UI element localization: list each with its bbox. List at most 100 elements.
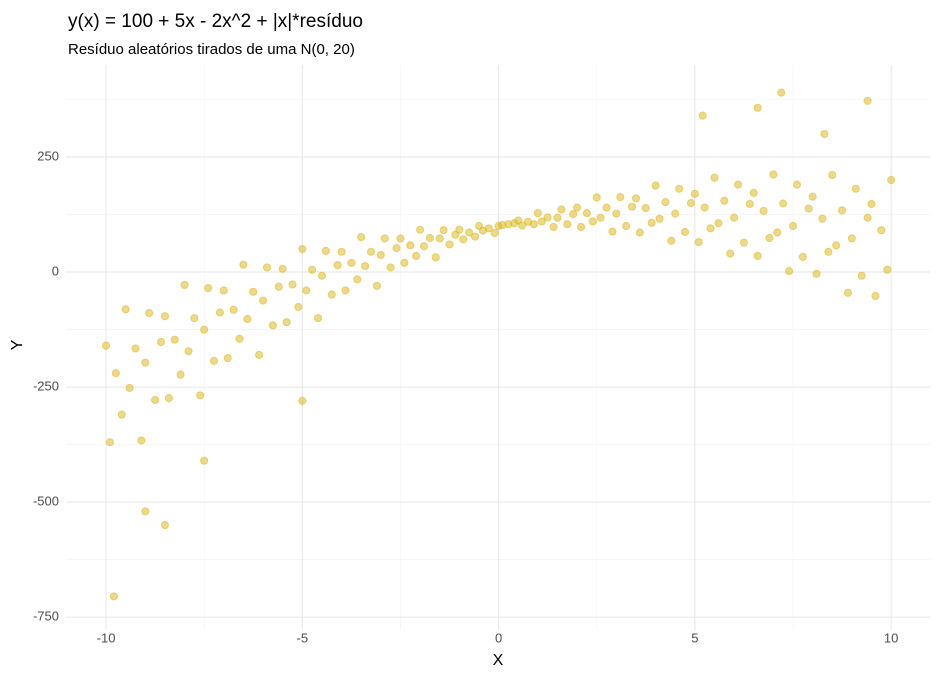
point [537,217,546,226]
point [837,206,847,215]
point [262,263,272,272]
point [380,234,389,243]
point [223,353,232,363]
point [431,253,440,262]
point [347,258,356,267]
point [661,198,670,207]
point [745,199,754,209]
point [616,192,625,202]
point [549,222,558,232]
point [321,246,330,255]
point [268,321,277,330]
point [125,383,134,393]
point [386,263,395,272]
point [706,224,715,233]
point [572,203,582,212]
point [298,396,307,405]
point [465,228,474,237]
chart-subtitle: Resíduo aleatórios tirados de uma N(0, 2… [68,41,355,58]
point [631,194,641,203]
point [337,247,346,256]
point [694,238,703,247]
point [777,88,786,97]
point [105,438,115,447]
point [180,280,189,290]
point [317,271,327,280]
point [832,241,841,250]
point [274,282,283,291]
point [779,199,788,208]
point [101,341,111,350]
y-tick-label: -750 [33,609,59,624]
point [282,318,291,327]
point [863,213,872,222]
point [313,313,323,323]
point [592,193,601,202]
point [353,275,362,284]
point [627,202,637,211]
point [145,308,154,318]
point [675,184,684,193]
point [753,251,762,261]
point [176,370,185,379]
point [406,241,415,250]
point [843,288,853,297]
point [710,173,719,182]
point [863,96,872,105]
point [569,209,578,219]
point [698,111,707,120]
x-tick-label: 5 [691,630,698,645]
point [333,261,342,270]
point [141,358,150,367]
point [820,129,829,139]
point [784,267,794,276]
point [788,221,798,231]
point [239,260,248,269]
point [190,313,199,323]
x-tick-label: 0 [495,630,502,645]
point [883,265,892,274]
point [288,280,297,289]
y-tick-label: -250 [33,379,59,394]
point [851,184,860,193]
point [714,219,723,228]
point [720,196,729,205]
point [608,227,617,236]
point [357,232,366,242]
point [484,224,493,233]
point [302,286,311,295]
point [445,240,454,249]
point [596,213,605,222]
point [164,394,173,403]
point [219,286,228,295]
point [455,225,464,234]
point [209,356,219,365]
point [111,369,120,378]
point [553,213,562,222]
point [557,205,566,214]
point [170,335,179,344]
point [824,247,833,256]
point [249,287,258,296]
point [131,344,140,353]
point [141,507,150,516]
point [392,244,401,253]
point [867,199,876,209]
point [529,220,539,229]
point [196,391,205,400]
y-axis-label: Y [9,339,26,350]
point [470,232,480,241]
point [415,225,425,234]
point [255,350,264,359]
point [773,228,782,237]
point [647,218,656,227]
point [576,222,586,232]
point [151,395,160,405]
x-tick-label: 10 [884,630,898,645]
y-tick-label: 0 [52,263,59,278]
point [733,180,743,189]
point [366,247,376,256]
point [871,291,880,301]
point [753,103,762,112]
